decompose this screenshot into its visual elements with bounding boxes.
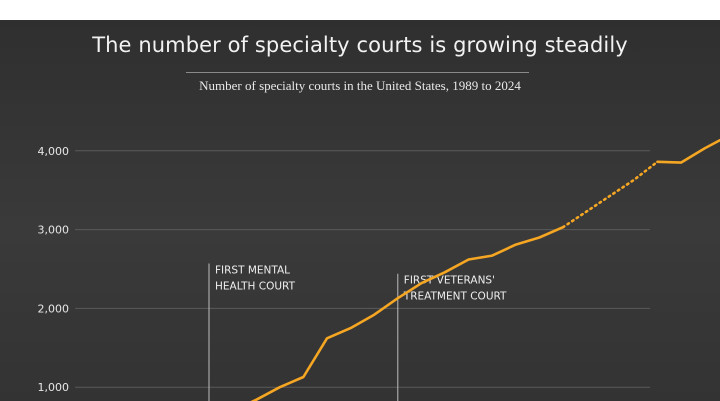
series-line — [656, 138, 720, 164]
annotation-label: HEALTH COURT — [215, 280, 296, 292]
y-tick-label: 1,000 — [38, 381, 70, 394]
annotation-label: FIRST VETERANS' — [404, 275, 495, 287]
y-tick-label: 3,000 — [38, 224, 70, 237]
annotation-label: FIRST MENTAL — [215, 264, 290, 276]
y-tick-label: 4,000 — [38, 145, 70, 158]
subtitle-divider — [186, 72, 529, 73]
line-chart: 1,000 2,000 3,000 4,000 FIRST MENTAL HEALTH C… — [38, 138, 720, 401]
chart-title: The number of specialty courts is growin… — [92, 33, 628, 57]
series-line — [250, 225, 565, 401]
series-line-dotted — [561, 160, 659, 229]
chart-figure: The number of specialty courts is growin… — [0, 20, 720, 401]
chart-subtitle: Number of specialty courts in the United… — [199, 78, 521, 93]
y-tick-label: 2,000 — [38, 302, 70, 315]
annotation-label: TREATMENT COURT — [403, 291, 507, 303]
